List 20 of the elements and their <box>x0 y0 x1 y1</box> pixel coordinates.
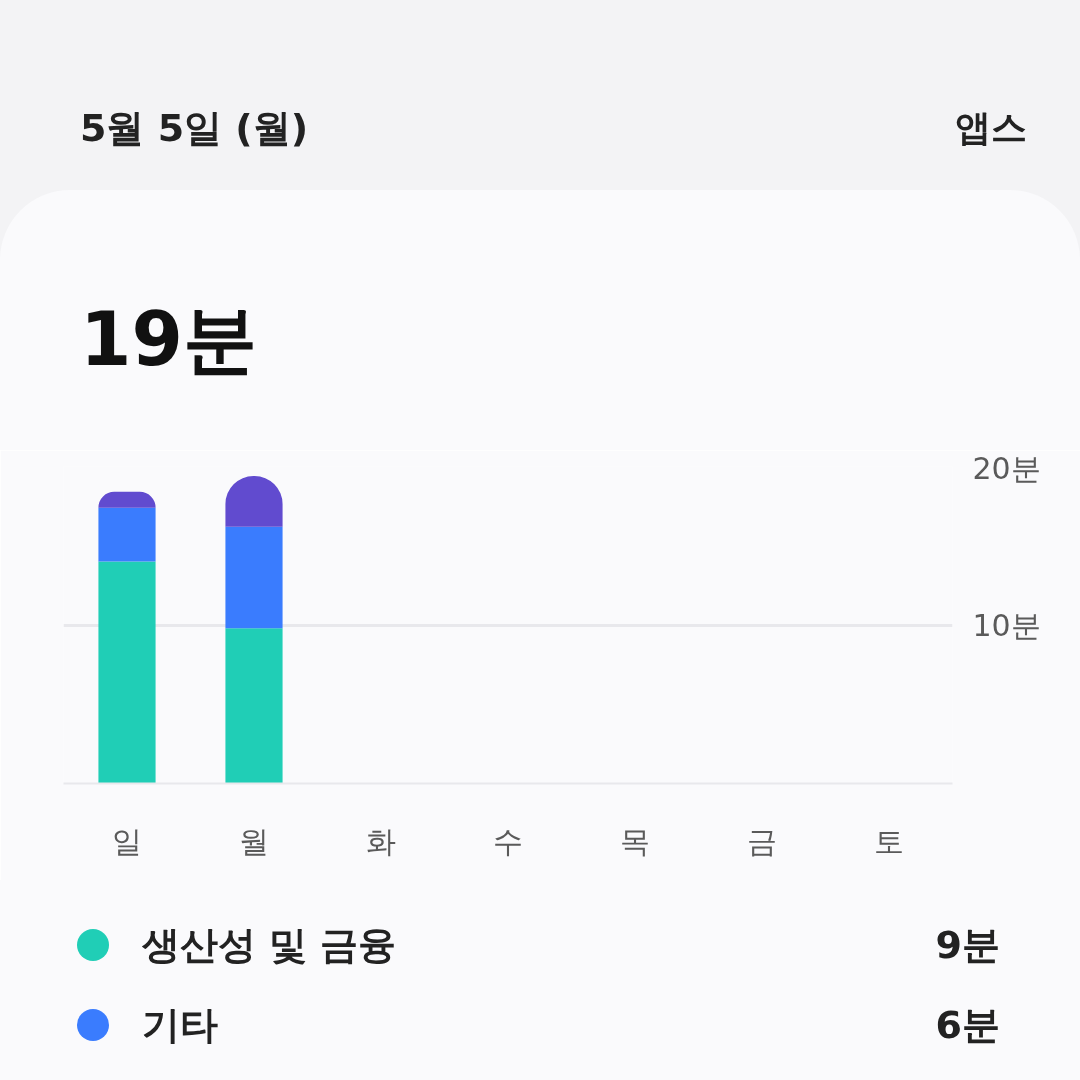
bar <box>98 561 156 784</box>
text: 9분 <box>935 922 1000 969</box>
chart-title: 5월 5일 (월) <box>80 105 309 152</box>
text: 6분 <box>935 1002 1000 1049</box>
bar <box>225 628 283 784</box>
x-tick-label: 일 <box>112 823 142 859</box>
bar <box>98 507 156 562</box>
x-tick-label: 월 <box>239 823 269 859</box>
legend-label: 생산성 및 금융 <box>142 922 397 969</box>
x-tick-label: 토 <box>874 823 904 859</box>
y-tick-label: 10분 <box>972 607 1041 643</box>
x-tick-label: 수 <box>493 823 523 859</box>
bar <box>225 526 283 629</box>
x-tick-label: 목 <box>620 823 650 859</box>
y-tick-label: 20분 <box>972 450 1041 486</box>
legend-label: 기타 <box>142 1002 218 1049</box>
chart-subtitle: 19분 <box>80 295 257 384</box>
text: 앱스 <box>955 106 1027 150</box>
x-tick-label: 금 <box>747 823 777 859</box>
x-tick-label: 화 <box>366 823 396 859</box>
